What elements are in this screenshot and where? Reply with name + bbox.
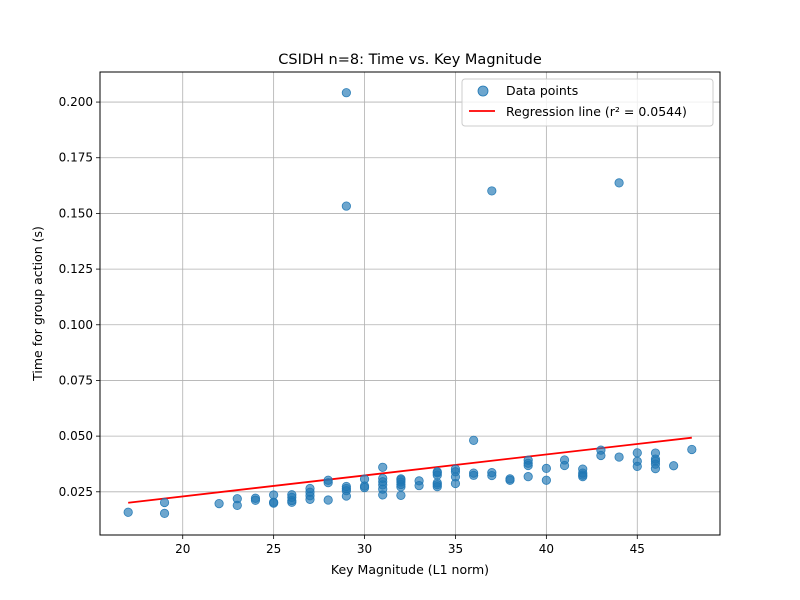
data-point xyxy=(287,490,297,500)
y-axis-ticks: 0.025 0.050 0.075 0.100 0.125 0.150 0.175 0.200 xyxy=(59,95,100,499)
data-point xyxy=(341,88,351,98)
y-tick-label: 0.050 xyxy=(59,429,93,443)
data-point xyxy=(323,475,333,485)
data-point xyxy=(414,476,424,486)
y-tick-label: 0.100 xyxy=(59,318,93,332)
data-point xyxy=(378,462,388,472)
data-point xyxy=(269,490,279,500)
x-tick-label: 35 xyxy=(448,542,463,556)
data-point xyxy=(123,507,133,517)
data-point xyxy=(669,461,679,471)
y-tick-label: 0.150 xyxy=(59,206,93,220)
data-point xyxy=(559,455,570,465)
data-point xyxy=(632,456,642,466)
y-tick-label: 0.025 xyxy=(59,485,93,499)
scatter-series xyxy=(123,88,697,518)
data-point xyxy=(614,452,624,462)
plot-frame xyxy=(99,71,721,536)
data-point xyxy=(214,498,224,509)
data-point xyxy=(541,463,551,474)
data-point xyxy=(632,448,642,458)
x-axis-label: Key Magnitude (L1 norm) xyxy=(331,562,489,577)
data-point xyxy=(487,468,497,478)
data-point xyxy=(432,478,442,488)
data-point xyxy=(232,494,242,504)
data-point xyxy=(523,472,533,482)
data-point xyxy=(159,508,170,518)
data-point xyxy=(378,473,388,484)
legend-label-data-points: Data points xyxy=(506,83,578,98)
data-point xyxy=(596,445,606,455)
data-point xyxy=(469,468,479,478)
data-point xyxy=(359,474,370,484)
data-point xyxy=(432,467,442,477)
x-tick-label: 45 xyxy=(630,542,645,556)
x-tick-label: 30 xyxy=(357,542,372,556)
y-tick-label: 0.075 xyxy=(59,373,93,387)
y-tick-label: 0.175 xyxy=(59,151,93,165)
legend-label-regression: Regression line (r² = 0.0544) xyxy=(506,104,687,119)
data-point xyxy=(323,495,333,505)
legend: Data points Regression line (r² = 0.0544… xyxy=(461,78,714,127)
x-tick-label: 25 xyxy=(266,542,281,556)
x-tick-label: 40 xyxy=(539,542,554,556)
data-point xyxy=(250,493,261,503)
data-point xyxy=(578,464,588,474)
y-axis-label: Time for group action (s) xyxy=(30,226,45,382)
grid-lines xyxy=(100,72,720,535)
data-point xyxy=(159,497,170,508)
data-point xyxy=(487,186,497,196)
data-point xyxy=(450,464,461,474)
data-point xyxy=(396,490,406,500)
x-axis-ticks: 20 25 30 35 40 45 xyxy=(175,535,645,556)
y-tick-label: 0.200 xyxy=(59,95,93,109)
data-point xyxy=(541,475,551,485)
data-point xyxy=(650,448,661,458)
y-tick-label: 0.125 xyxy=(59,262,93,276)
data-point xyxy=(687,444,697,455)
legend-box xyxy=(461,78,714,127)
data-point xyxy=(505,474,515,484)
data-point xyxy=(614,178,624,188)
data-point xyxy=(396,474,406,484)
data-point xyxy=(341,201,351,211)
data-point xyxy=(341,481,351,492)
data-point xyxy=(305,483,315,494)
data-point xyxy=(469,435,479,445)
chart-title: CSIDH n=8: Time vs. Key Magnitude xyxy=(278,52,542,68)
legend-marker-data-points xyxy=(477,85,489,97)
data-point xyxy=(523,455,533,465)
x-tick-label: 20 xyxy=(175,542,190,556)
